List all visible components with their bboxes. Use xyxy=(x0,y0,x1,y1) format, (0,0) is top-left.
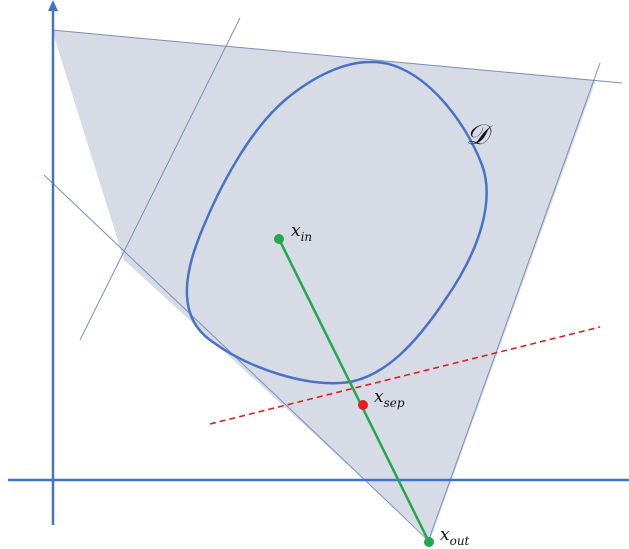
support-line-left xyxy=(79,17,241,341)
point-x-sep xyxy=(358,400,368,410)
outer-polygon xyxy=(52,30,596,540)
label-x-out: xout xyxy=(440,525,470,548)
label-x-in: xin xyxy=(291,221,312,244)
point-x-in xyxy=(274,234,284,244)
separating-line xyxy=(209,326,601,425)
domain-curve xyxy=(185,60,488,385)
support-line-top xyxy=(51,29,623,84)
support-line-right xyxy=(427,62,601,543)
y-axis-arrowhead xyxy=(48,0,58,11)
point-x-out xyxy=(424,537,434,547)
segment-in-out xyxy=(277,238,431,543)
label-x-sep: xsep xyxy=(374,387,405,410)
